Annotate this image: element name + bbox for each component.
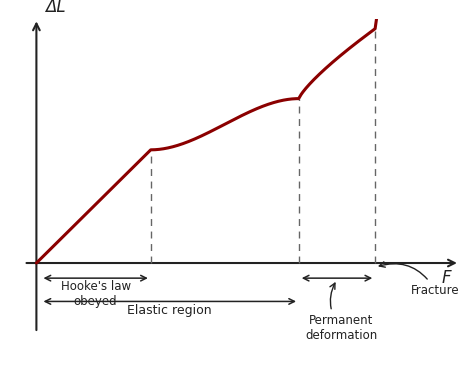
Text: Permanent
deformation: Permanent deformation (305, 283, 377, 342)
Text: Hooke's law
obeyed: Hooke's law obeyed (61, 280, 131, 309)
Text: Fracture: Fracture (379, 262, 460, 297)
Text: ΔL: ΔL (45, 0, 65, 16)
Text: Elastic region: Elastic region (128, 304, 212, 317)
Text: F: F (442, 269, 451, 287)
